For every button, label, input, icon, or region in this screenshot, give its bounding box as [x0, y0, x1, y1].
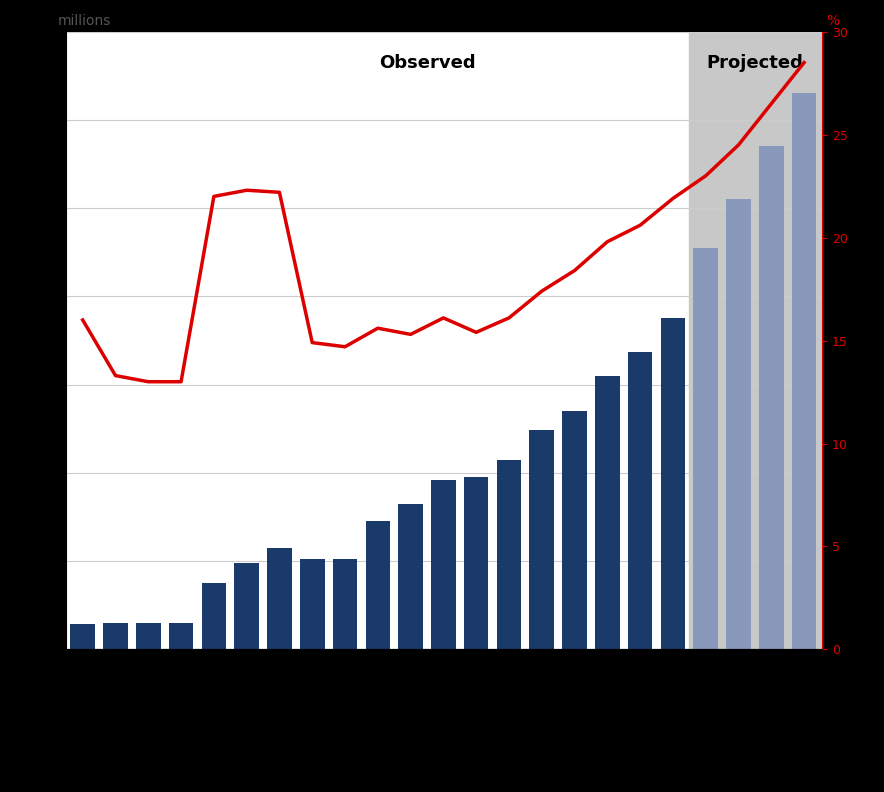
Bar	[792, 93, 817, 649]
Bar	[562, 411, 587, 649]
Bar	[71, 624, 95, 649]
Bar	[234, 563, 259, 649]
Bar	[267, 548, 292, 649]
Bar	[497, 459, 522, 649]
Bar	[202, 583, 226, 649]
Bar	[727, 200, 751, 649]
Bar	[365, 521, 390, 649]
X-axis label: Census year: Census year	[397, 696, 492, 711]
Bar	[169, 623, 194, 649]
Bar	[103, 623, 128, 649]
Bar	[693, 248, 718, 649]
Bar	[136, 623, 161, 649]
Bar	[464, 478, 489, 649]
Text: %: %	[827, 13, 840, 28]
Text: Projected: Projected	[706, 54, 804, 71]
Bar	[300, 559, 324, 649]
Bar	[530, 430, 554, 649]
Bar	[660, 318, 685, 649]
Bar	[595, 376, 620, 649]
Text: millions: millions	[57, 13, 110, 28]
Bar	[332, 559, 357, 649]
Bar	[690, 32, 822, 649]
Bar	[399, 504, 423, 649]
Bar	[431, 479, 455, 649]
Text: Observed: Observed	[378, 54, 476, 71]
Bar	[628, 352, 652, 649]
Bar	[759, 147, 783, 649]
